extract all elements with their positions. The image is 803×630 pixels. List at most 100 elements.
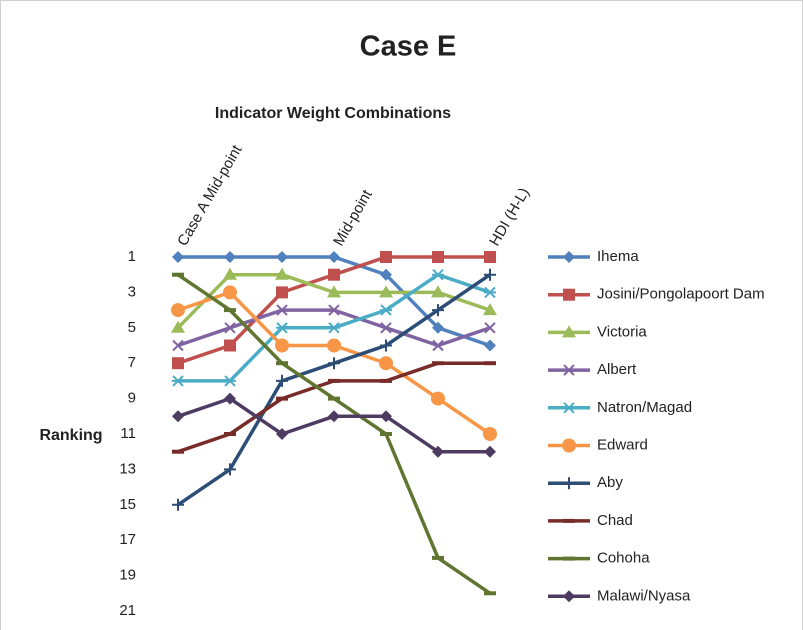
- marker: [432, 304, 444, 317]
- series: Josini/Pongolapoort Dam: [172, 251, 765, 370]
- legend-marker: [563, 364, 575, 376]
- marker: [431, 285, 445, 298]
- series: Cohoha: [172, 272, 650, 596]
- marker: [484, 251, 496, 263]
- legend-marker: [562, 438, 576, 453]
- marker: [275, 267, 289, 280]
- series: Aby: [172, 268, 623, 511]
- legend-label: Josini/Pongolapoort Dam: [597, 286, 765, 303]
- legend-marker: [563, 590, 575, 603]
- marker: [223, 267, 237, 280]
- legend-label: Albert: [597, 361, 637, 378]
- marker: [172, 375, 184, 387]
- legend-label: Edward: [597, 436, 648, 453]
- marker: [328, 268, 340, 281]
- y-tick-label: 7: [128, 354, 136, 371]
- marker: [171, 303, 185, 318]
- legend-label: Cohoha: [597, 550, 650, 567]
- marker: [484, 286, 496, 299]
- marker: [224, 322, 236, 334]
- marker: [431, 391, 445, 406]
- marker: [380, 410, 392, 423]
- marker: [432, 268, 444, 281]
- marker: [380, 322, 392, 334]
- legend-marker: [563, 477, 575, 490]
- chart-subtitle: Indicator Weight Combinations: [215, 105, 451, 122]
- marker: [483, 427, 497, 441]
- legend-label: Victoria: [597, 323, 647, 340]
- marker: [276, 251, 288, 263]
- series: Victoria: [171, 267, 647, 340]
- marker: [276, 374, 288, 387]
- marker: [172, 498, 184, 511]
- marker: [224, 392, 236, 405]
- marker: [380, 251, 392, 263]
- y-tick-label: 1: [128, 248, 136, 265]
- marker: [380, 339, 392, 352]
- marker: [484, 322, 496, 334]
- marker: [275, 338, 289, 353]
- marker: [172, 251, 184, 263]
- marker: [327, 285, 341, 298]
- legend-marker: [562, 325, 576, 338]
- legend-marker: [563, 288, 575, 301]
- marker: [224, 375, 236, 387]
- marker: [380, 268, 392, 281]
- y-tick-label: 3: [128, 283, 136, 300]
- marker: [484, 445, 496, 458]
- marker: [484, 339, 496, 352]
- y-tick-label: 15: [119, 496, 136, 513]
- marker: [328, 304, 340, 316]
- legend-label: Malawi/Nyasa: [597, 587, 691, 604]
- marker: [172, 339, 184, 352]
- legend-label: Natron/Magad: [597, 399, 692, 416]
- marker: [328, 357, 340, 370]
- series: Edward: [171, 285, 648, 453]
- marker: [172, 410, 184, 423]
- marker: [379, 285, 393, 298]
- legend-marker: [563, 251, 575, 263]
- series: Albert: [172, 304, 637, 378]
- legend-label: Aby: [597, 474, 623, 491]
- y-tick-label: 17: [119, 531, 136, 548]
- legend-label: Ihema: [597, 248, 639, 265]
- marker: [224, 339, 236, 352]
- marker: [276, 304, 288, 316]
- series: Malawi/Nyasa: [172, 392, 691, 604]
- y-tick-label: 13: [119, 460, 136, 477]
- marker: [328, 322, 340, 334]
- series: Chad: [172, 361, 633, 529]
- series: Natron/Magad: [172, 268, 692, 416]
- marker: [432, 339, 444, 352]
- marker: [223, 285, 237, 300]
- series: Ihema: [172, 248, 639, 352]
- y-tick-label: 9: [128, 390, 136, 407]
- y-tick-label: 19: [119, 567, 136, 584]
- legend-label: Chad: [597, 512, 633, 529]
- marker: [328, 410, 340, 423]
- marker: [432, 321, 444, 334]
- marker: [276, 428, 288, 440]
- y-axis-label: Ranking: [39, 427, 102, 444]
- marker: [483, 303, 497, 316]
- marker: [276, 286, 288, 299]
- y-tick-label: 21: [119, 602, 136, 619]
- marker: [224, 463, 236, 476]
- marker: [276, 322, 288, 334]
- marker: [380, 304, 392, 316]
- marker: [171, 320, 185, 333]
- chart-title: Case E: [360, 31, 457, 63]
- y-tick-label: 11: [120, 425, 136, 442]
- y-tick-label: 5: [128, 319, 136, 336]
- marker: [328, 251, 340, 263]
- marker: [327, 338, 341, 353]
- legend-marker: [563, 402, 575, 414]
- marker: [379, 356, 393, 371]
- marker: [172, 357, 184, 370]
- marker: [432, 251, 444, 263]
- marker: [484, 268, 496, 281]
- marker: [224, 251, 236, 263]
- marker: [432, 445, 444, 458]
